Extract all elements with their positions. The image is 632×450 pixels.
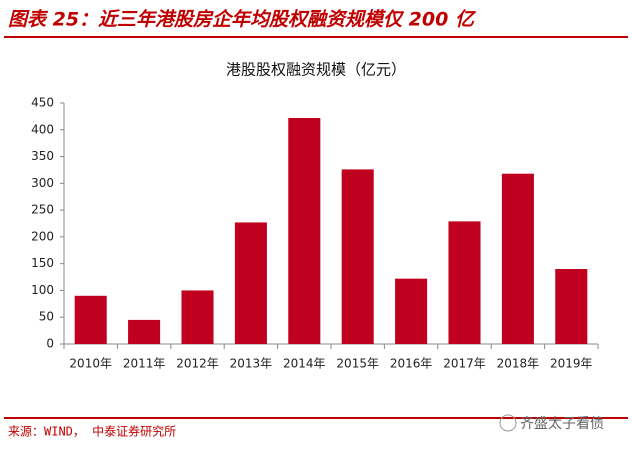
y-tick-label: 300 [31, 176, 54, 190]
y-tick-label: 250 [31, 203, 54, 217]
x-tick-label: 2015年 [336, 357, 379, 371]
y-tick-label: 0 [46, 337, 54, 351]
report-title: 图表 25：近三年港股房企年均股权融资规模仅 200 亿 [8, 9, 477, 31]
x-tick-label: 2010年 [69, 357, 112, 371]
x-tick-label: 2018年 [497, 357, 540, 371]
bar [501, 173, 534, 344]
bar [395, 278, 428, 344]
watermark-icon [499, 414, 517, 432]
source: 来源：WIND， 中泰证券研究所 [8, 424, 176, 439]
x-tick-label: 2013年 [230, 357, 273, 371]
bar [555, 269, 588, 344]
y-tick-label: 100 [31, 283, 54, 297]
x-tick-label: 2017年 [443, 357, 486, 371]
bar [128, 319, 161, 344]
bar [341, 169, 374, 344]
bar [448, 221, 481, 344]
bar [181, 290, 214, 344]
y-tick-label: 50 [39, 310, 54, 324]
x-tick-label: 2011年 [123, 357, 166, 371]
y-tick-label: 450 [31, 96, 54, 110]
bar [234, 222, 267, 344]
bar [74, 295, 107, 344]
y-tick-label: 350 [31, 149, 54, 163]
y-tick-label: 150 [31, 256, 54, 270]
y-tick-label: 200 [31, 229, 54, 243]
bar [288, 117, 321, 345]
chart-title: 港股股权融资规模（亿元） [226, 61, 406, 79]
x-tick-label: 2016年 [390, 357, 433, 371]
x-tick-label: 2014年 [283, 357, 326, 371]
x-tick-label: 2019年 [550, 357, 593, 371]
x-tick-label: 2012年 [176, 357, 219, 371]
watermark: 齐盛太子看债 [520, 416, 604, 432]
y-tick-label: 400 [31, 122, 54, 136]
